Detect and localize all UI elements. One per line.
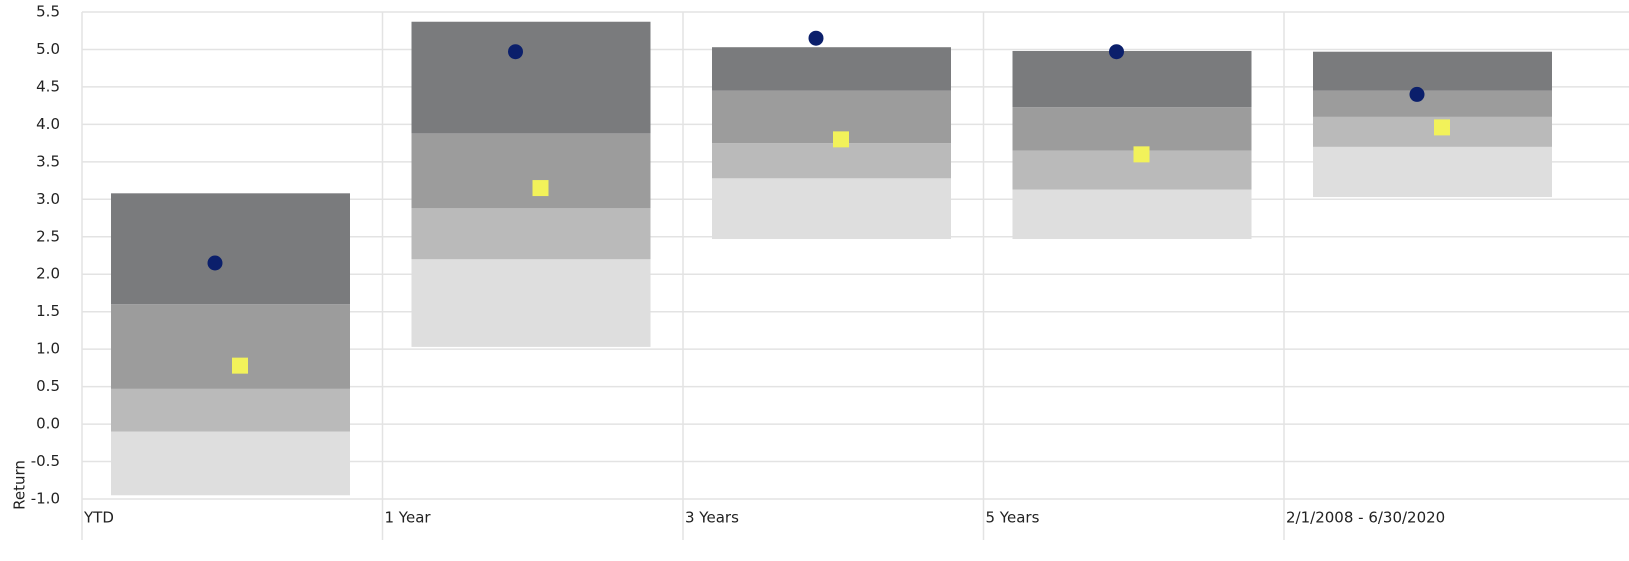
y-tick-label: 3.5 xyxy=(36,152,60,170)
y-tick-label: 3.0 xyxy=(36,190,60,208)
y-tick-label: 1.5 xyxy=(36,302,60,320)
range-segment xyxy=(411,259,651,347)
point-marker xyxy=(508,44,523,60)
point-marker xyxy=(1409,86,1425,102)
y-tick-label: 4.5 xyxy=(36,77,60,95)
range-segment xyxy=(111,193,350,305)
y-tick-label: 5.0 xyxy=(36,40,60,58)
x-tick-label: 3 Years xyxy=(685,509,739,527)
point-marker xyxy=(808,30,824,46)
range-segment xyxy=(111,304,350,389)
range-segment xyxy=(1012,50,1252,108)
y-tick-label: -1.0 xyxy=(31,490,60,508)
y-tick-label: 4.0 xyxy=(36,115,60,133)
point-marker xyxy=(833,131,849,148)
range-segment xyxy=(411,21,651,134)
y-tick-label: 0.5 xyxy=(36,377,60,395)
range-segment xyxy=(1313,51,1552,91)
x-tick-label: YTD xyxy=(83,509,114,527)
x-tick-label: 1 Year xyxy=(385,509,432,527)
range-segment xyxy=(712,90,951,144)
range-segment xyxy=(1012,189,1252,240)
range-segment xyxy=(712,47,951,91)
range-segment xyxy=(1313,146,1552,198)
point-marker xyxy=(232,357,248,374)
y-tick-label: 2.5 xyxy=(36,227,60,245)
x-tick-label: 2/1/2008 - 6/30/2020 xyxy=(1286,509,1445,527)
range-segment xyxy=(111,388,350,432)
range-segment xyxy=(712,143,951,179)
x-tick-label: 5 Years xyxy=(986,509,1040,527)
range-segment xyxy=(111,431,350,496)
point-marker xyxy=(1109,44,1124,60)
range-segment xyxy=(1012,107,1252,151)
y-tick-label: 1.0 xyxy=(36,340,60,358)
point-marker xyxy=(1434,119,1450,136)
point-marker xyxy=(1133,146,1150,163)
range-segment xyxy=(411,208,651,260)
range-segment xyxy=(712,178,951,240)
y-axis-label: Return xyxy=(11,460,29,510)
y-tick-label: 5.5 xyxy=(36,3,60,21)
range-segment xyxy=(1313,116,1552,147)
y-tick-label: 2.0 xyxy=(36,265,60,283)
range-segment xyxy=(411,133,651,209)
y-tick-label: -0.5 xyxy=(31,452,60,470)
y-tick-label: 0.0 xyxy=(36,415,60,433)
point-marker xyxy=(532,180,549,197)
range-segment xyxy=(1012,150,1252,190)
point-marker xyxy=(207,255,223,271)
range-segment xyxy=(1313,90,1552,117)
